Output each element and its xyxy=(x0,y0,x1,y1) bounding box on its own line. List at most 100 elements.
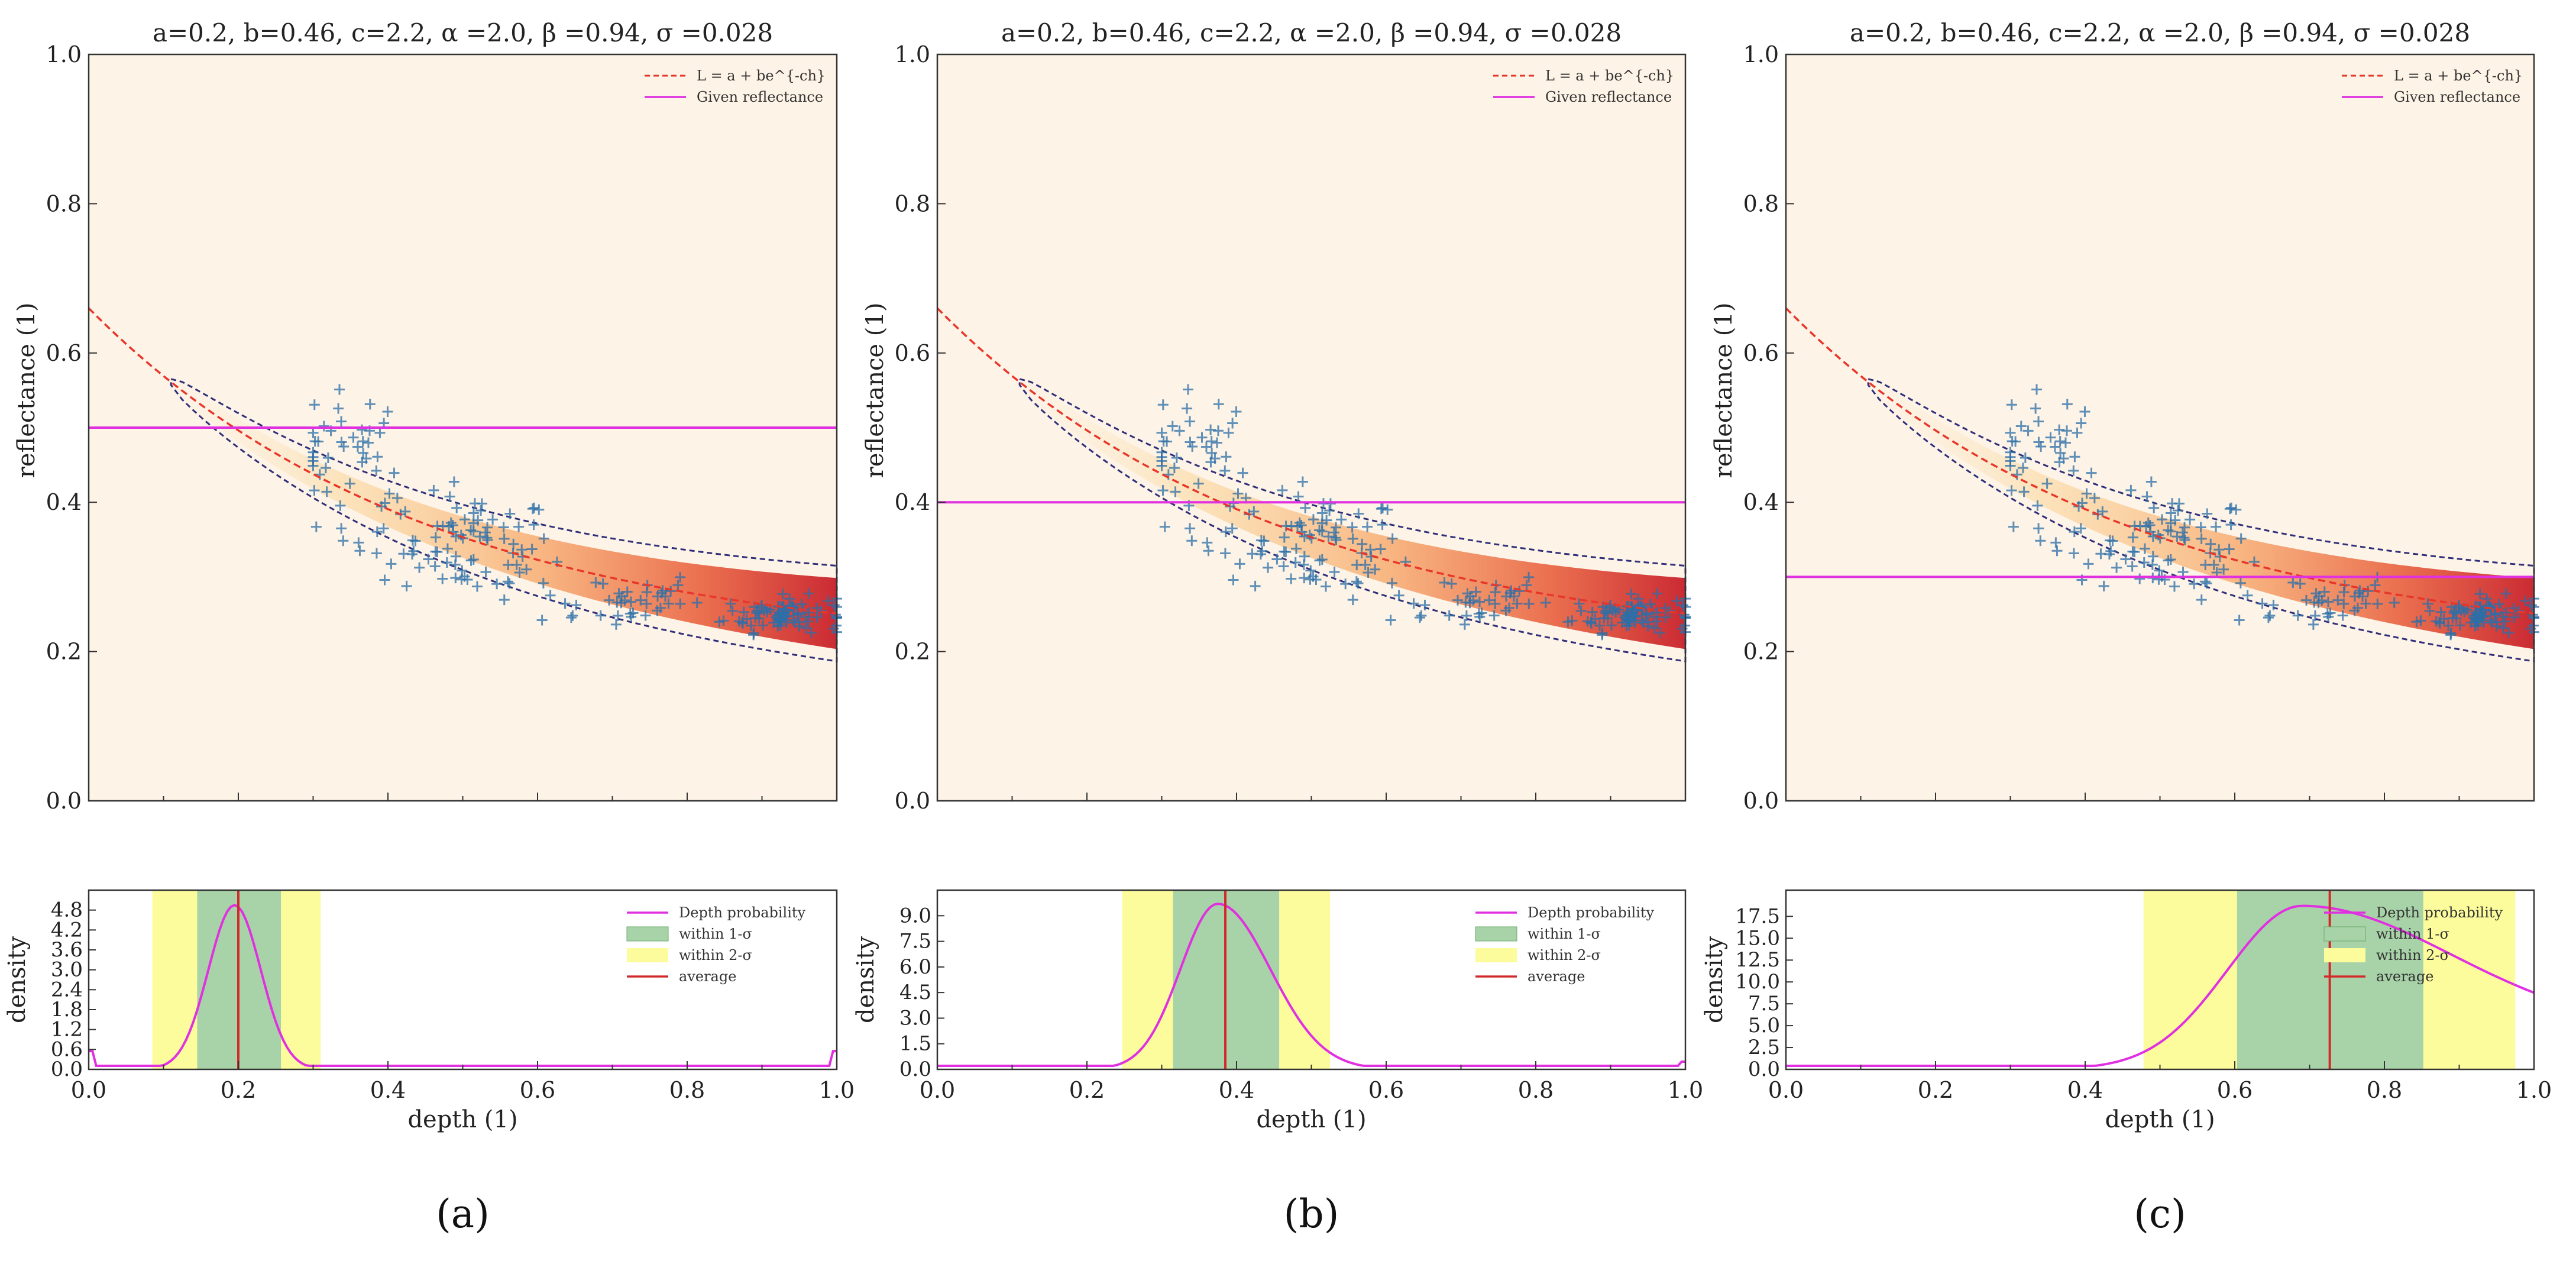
scatter-point xyxy=(2165,507,2176,519)
scatter-point xyxy=(565,612,577,623)
scatter-point xyxy=(738,606,749,617)
scatter-point xyxy=(1212,425,1224,436)
scatter-point xyxy=(363,437,374,448)
scatter-point xyxy=(2097,506,2108,517)
scatter-point xyxy=(1226,523,1238,534)
scatter-point xyxy=(414,562,425,573)
scatter-point xyxy=(1232,488,1244,499)
subplot-c: 0.0 0.2 0.4 0.6 0.8 1.0 a=0.2, b=0.46, c=2.2, … xyxy=(1701,18,2552,1237)
scatter-point xyxy=(2031,384,2043,395)
scatter-point xyxy=(1362,521,1373,532)
legend-density-label: Depth probability xyxy=(1528,904,1655,921)
scatter-point xyxy=(1196,432,1208,443)
scatter-point xyxy=(2338,587,2350,598)
scatter-point xyxy=(474,531,486,542)
scatter-point xyxy=(2098,580,2109,591)
scatter-point xyxy=(344,478,355,489)
scatter-point xyxy=(502,576,513,587)
scatter-point xyxy=(1508,591,1519,602)
scatter-point xyxy=(1655,627,1666,638)
scatter-point xyxy=(2075,523,2086,534)
scatter-point xyxy=(2196,533,2207,544)
scatter-point xyxy=(2447,612,2458,623)
scatter-point xyxy=(1200,441,1212,452)
scatter-point xyxy=(1408,598,1419,609)
legend-curve-label: L = a + be^{-ch} xyxy=(2394,67,2523,84)
scatter-point xyxy=(1185,416,1196,427)
scatter-point xyxy=(1575,605,1587,616)
scatter-point xyxy=(308,427,319,438)
scatter-point xyxy=(1459,619,1470,630)
scatter-point xyxy=(2234,615,2245,626)
density-y-tick-label: 12.5 xyxy=(1735,948,1780,972)
density-x-tick-label: 0.4 xyxy=(370,1077,406,1103)
scatter-point xyxy=(1209,453,1221,464)
scatter-point xyxy=(758,620,769,631)
legend-sigma1-swatch xyxy=(2323,926,2366,942)
density-y-tick-label: 1.8 xyxy=(51,998,83,1021)
y-tick-label: 0.8 xyxy=(895,190,930,216)
scatter-point xyxy=(521,564,532,575)
scatter-point xyxy=(528,519,539,531)
scatter-point xyxy=(1635,601,1646,612)
density-x-tick-label: 1.0 xyxy=(1668,1077,1703,1103)
scatter-point xyxy=(338,535,349,547)
density-y-axis-label: density xyxy=(1701,936,1728,1023)
scatter-point xyxy=(1170,486,1181,497)
legend-sigma1-label: within 1-σ xyxy=(2376,926,2449,942)
scatter-point xyxy=(2313,591,2325,602)
scatter-point xyxy=(1286,573,1297,584)
scatter-point xyxy=(1279,532,1290,543)
scatter-point xyxy=(2060,437,2071,448)
scatter-point xyxy=(2055,447,2066,458)
scatter-point xyxy=(2148,502,2160,513)
scatter-point xyxy=(1221,451,1232,463)
subplot-title: a=0.2, b=0.46, c=2.2, α =2.0, β =0.94, σ… xyxy=(153,18,773,47)
scatter-point xyxy=(1314,555,1325,566)
density-legend: Depth probability within 1-σ within 2-σ ave… xyxy=(2323,904,2503,985)
scatter-point xyxy=(727,605,738,616)
scatter-point xyxy=(1278,561,1289,572)
density-x-tick-label: 1.0 xyxy=(819,1077,855,1103)
scatter-point xyxy=(2005,427,2016,438)
scatter-point xyxy=(2069,526,2080,538)
scatter-point xyxy=(1347,522,1358,533)
scatter-point xyxy=(1452,594,1464,606)
scatter-point xyxy=(308,447,319,458)
scatter-point xyxy=(2218,564,2229,575)
density-x-tick-label: 0.4 xyxy=(2067,1077,2103,1103)
scatter-point xyxy=(536,615,548,626)
density-y-tick-label: 0.0 xyxy=(51,1058,83,1081)
scatter-point xyxy=(2179,522,2190,533)
scatter-point xyxy=(2127,532,2138,543)
scatter-point xyxy=(1336,514,1347,525)
scatter-point xyxy=(2007,436,2018,447)
density-x-tick-label: 0.2 xyxy=(1069,1077,1105,1103)
scatter-point xyxy=(504,508,516,519)
scatter-point xyxy=(1157,399,1169,410)
scatter-point xyxy=(371,465,382,476)
density-x-tick-label: 0.4 xyxy=(1219,1077,1254,1103)
legend-average-label: average xyxy=(2376,968,2433,985)
scatter-point xyxy=(748,629,759,641)
scatter-point xyxy=(487,514,499,525)
scatter-point xyxy=(1328,527,1339,538)
scatter-point xyxy=(2051,545,2063,557)
scatter-point xyxy=(400,506,411,517)
scatter-point xyxy=(371,526,383,538)
scatter-point xyxy=(1331,522,1342,533)
scatter-point xyxy=(2145,476,2157,487)
scatter-point xyxy=(430,532,441,543)
scatter-point xyxy=(2308,619,2319,630)
scatter-point xyxy=(358,447,369,458)
scatter-point xyxy=(1521,580,1532,591)
scatter-point xyxy=(432,547,443,558)
scatter-point xyxy=(471,581,483,592)
scatter-point xyxy=(811,612,823,623)
scatter-point xyxy=(423,554,434,565)
scatter-point xyxy=(2177,527,2188,538)
density-x-axis-label: depth (1) xyxy=(2105,1106,2215,1133)
scatter-point xyxy=(491,578,503,590)
scatter-point xyxy=(480,567,491,578)
scatter-point xyxy=(2032,500,2043,511)
